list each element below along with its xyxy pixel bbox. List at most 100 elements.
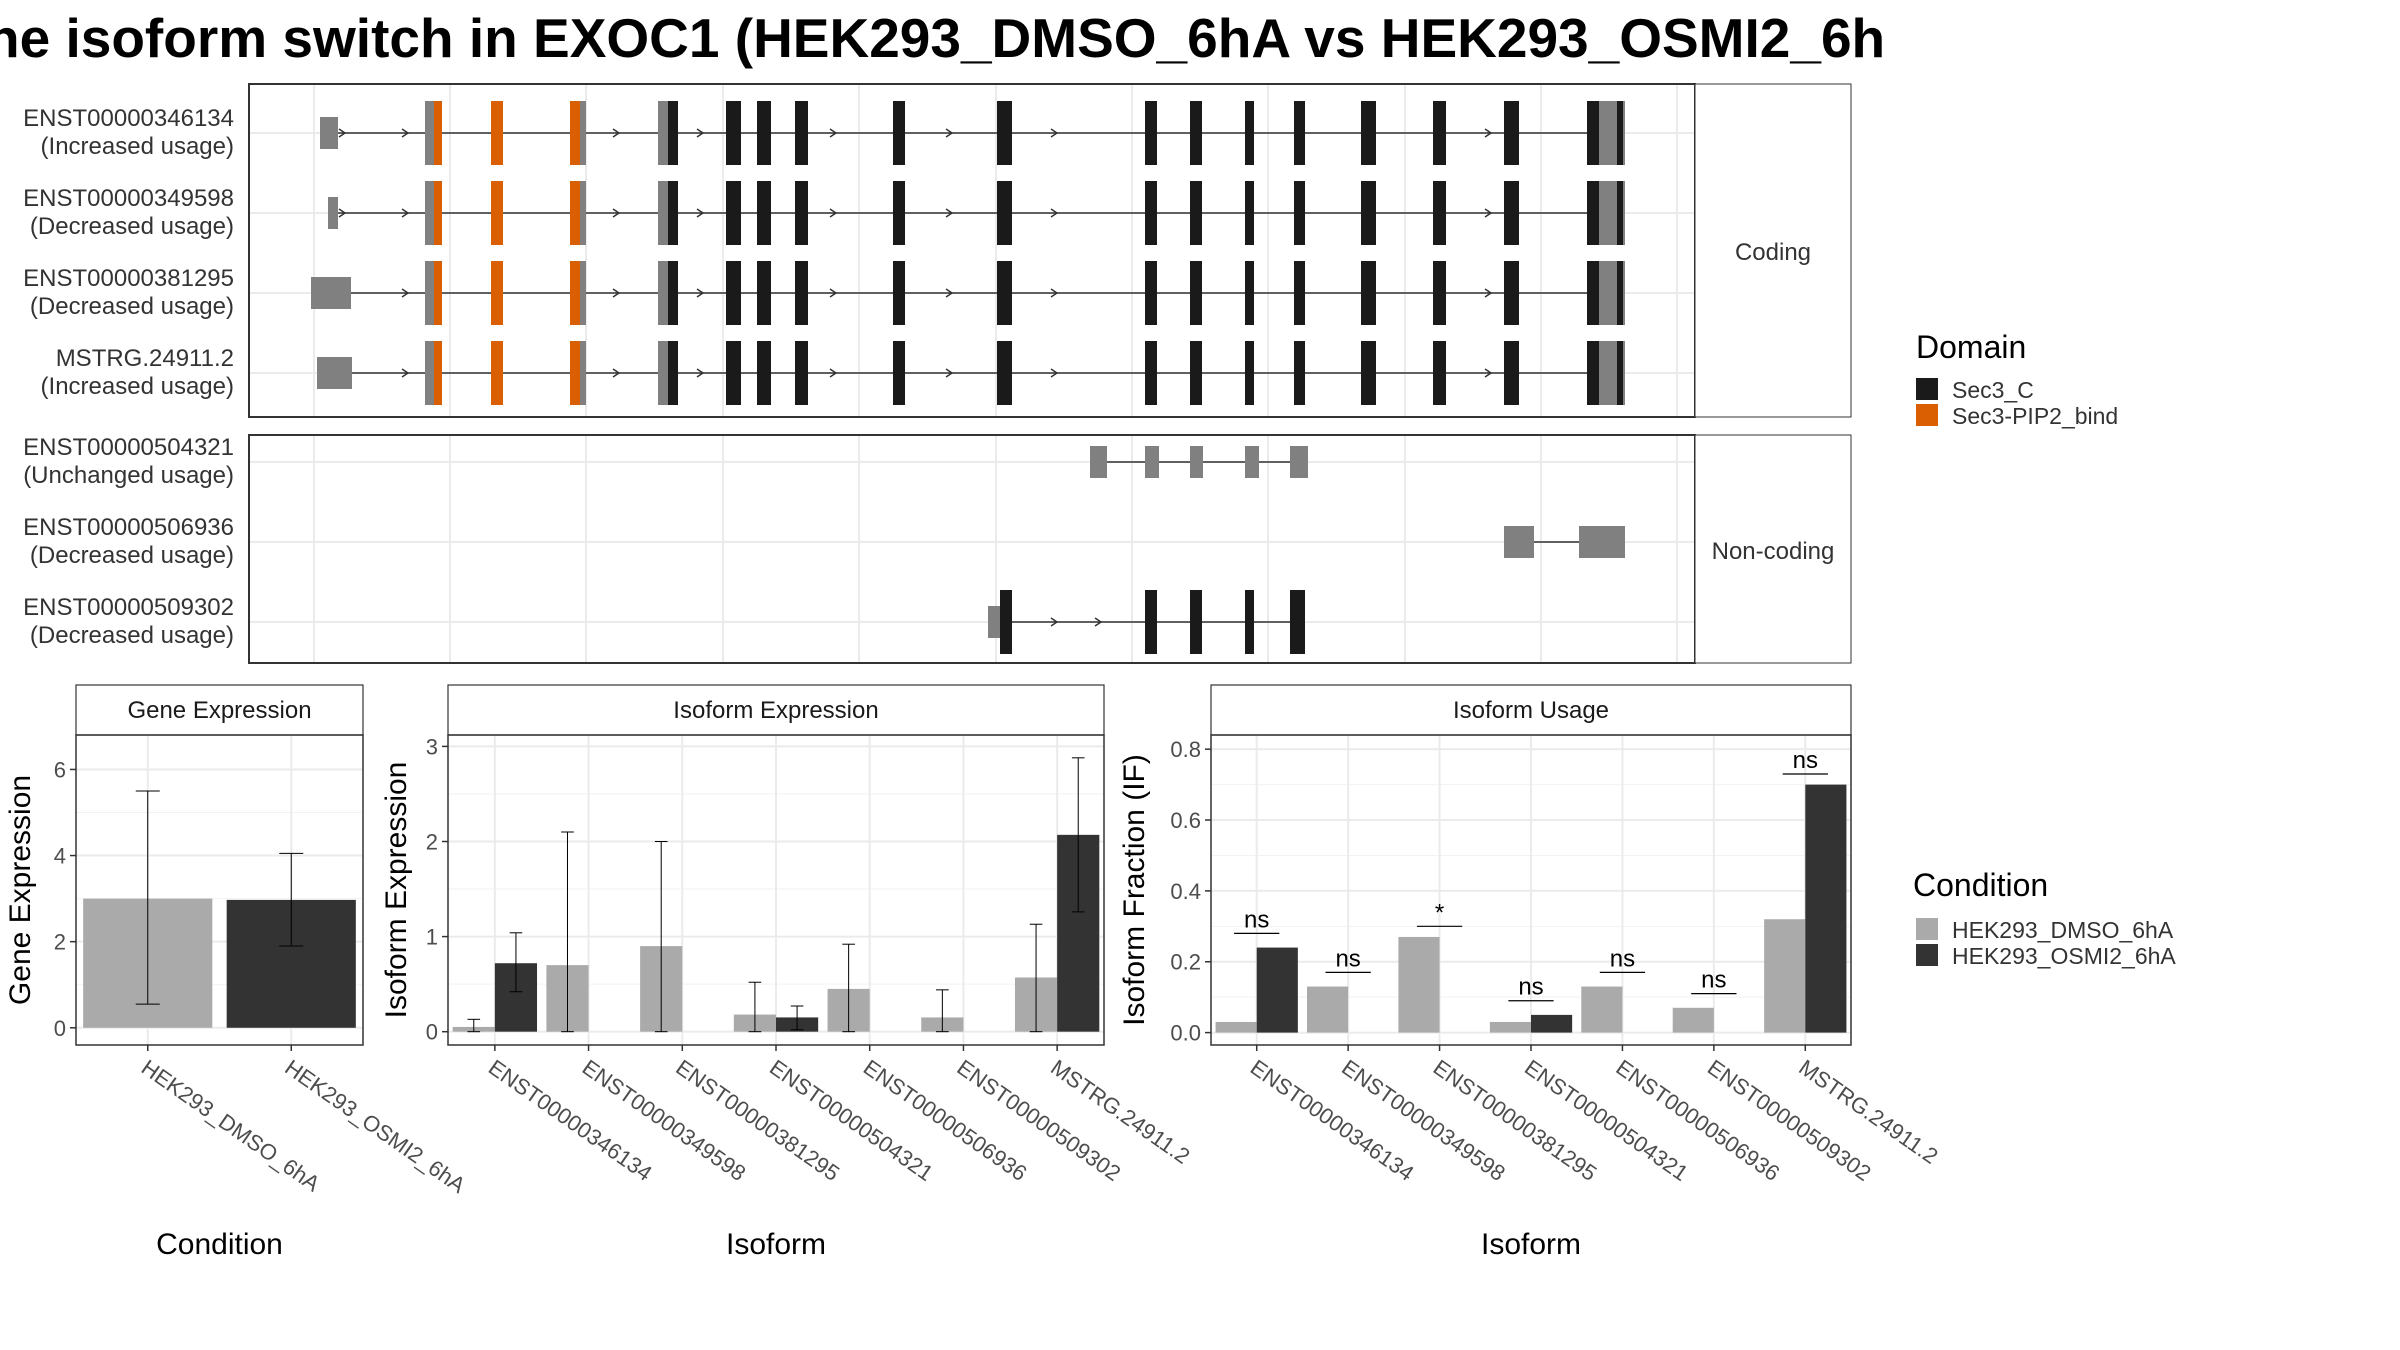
sec3-pip2-domain-exon xyxy=(570,341,580,405)
transcript-id-label: ENST00000349598 xyxy=(23,185,234,212)
sec3c-domain-exon xyxy=(1433,341,1446,405)
legend-label: Sec3_C xyxy=(1952,377,2034,403)
sec3c-domain-exon xyxy=(795,181,808,245)
intron-direction-arrow xyxy=(1484,288,1493,298)
sec3c-domain-exon xyxy=(1617,261,1623,325)
sec3-pip2-domain-exon xyxy=(434,181,442,245)
intron-direction-arrow xyxy=(945,288,954,298)
significance-label: * xyxy=(1435,899,1444,926)
panel-strip-label: Isoform Expression xyxy=(673,697,878,724)
y-axis-title: Isoform Fraction (IF) xyxy=(1118,754,1151,1026)
intron-direction-arrow xyxy=(829,208,838,218)
significance-label: ns xyxy=(1518,974,1543,1001)
y-tick-label: 0.6 xyxy=(1170,808,1201,833)
panel-strip xyxy=(447,684,1105,736)
y-tick-label: 0.0 xyxy=(1170,1021,1201,1046)
significance-label: ns xyxy=(1793,747,1818,774)
sec3c-domain-exon xyxy=(1587,261,1599,325)
sec3c-domain-exon xyxy=(893,341,905,405)
coding-transcript-tracks xyxy=(311,101,1625,405)
bar xyxy=(1489,1021,1531,1033)
intron-direction-arrow xyxy=(1050,208,1059,218)
domain-legend: Domain Sec3_C Sec3-PIP2_bind xyxy=(1916,329,2118,429)
condition-legend: Condition HEK293_DMSO_6hA HEK293_OSMI2_6… xyxy=(1913,867,2176,969)
transcript-usage-label: (Decreased usage) xyxy=(30,542,234,569)
sec3-pip2-domain-exon xyxy=(491,341,503,405)
bar xyxy=(1672,1007,1714,1033)
sec3-pip2-domain-exon xyxy=(570,101,580,165)
sec3c-domain-exon xyxy=(1190,261,1202,325)
sec3c-domain-exon xyxy=(1433,261,1446,325)
intron-direction-arrow xyxy=(612,128,621,138)
y-tick-label: 0.4 xyxy=(1170,879,1201,904)
transcript-id-label: MSTRG.24911.2 xyxy=(56,345,234,372)
intron-direction-arrow xyxy=(1050,288,1059,298)
sec3-pip2-domain-exon xyxy=(491,101,503,165)
noncoding-exon xyxy=(1145,446,1159,478)
x-tick-label: ENST00000349598 xyxy=(1337,1055,1510,1186)
intron-direction-arrow xyxy=(1050,368,1059,378)
isoform-expression-chart: Isoform Expression0123ENST00000346134ENS… xyxy=(380,684,1195,1261)
y-tick-label: 3 xyxy=(426,734,438,759)
intron-direction-arrow xyxy=(945,128,954,138)
domain-legend-title: Domain xyxy=(1916,329,2026,365)
y-tick-label: 2 xyxy=(54,930,66,955)
intron-direction-arrow xyxy=(945,208,954,218)
sec3c-domain-exon xyxy=(893,261,905,325)
sec3c-domain-exon xyxy=(1290,590,1305,654)
bar xyxy=(1531,1014,1573,1033)
sec3c-domain-exon xyxy=(1504,341,1519,405)
sec3c-domain-exon xyxy=(726,101,741,165)
sec3c-domain-exon xyxy=(668,261,678,325)
significance-label: ns xyxy=(1244,906,1269,933)
sec3c-domain-exon xyxy=(668,181,678,245)
transcript-usage-label: (Unchanged usage) xyxy=(23,462,234,489)
transcript-labels: ENST00000346134 (Increased usage) ENST00… xyxy=(23,105,234,649)
sec3c-domain-exon xyxy=(1145,261,1157,325)
noncoding-strip xyxy=(1694,434,1852,664)
sec3-pip2-domain-exon xyxy=(570,261,580,325)
x-tick-label: ENST00000509302 xyxy=(1703,1055,1876,1186)
intron-direction-arrow xyxy=(945,368,954,378)
sec3c-domain-exon xyxy=(795,101,808,165)
y-tick-label: 1 xyxy=(426,925,438,950)
legend-swatch xyxy=(1916,944,1938,966)
sec3c-domain-exon xyxy=(757,101,771,165)
panel-strip xyxy=(1210,684,1852,736)
sec3c-domain-exon xyxy=(668,101,678,165)
noncoding-exon xyxy=(1579,526,1625,558)
transcript-usage-label: (Increased usage) xyxy=(41,133,234,160)
sec3-pip2-domain-exon xyxy=(491,181,503,245)
x-tick-label: ENST00000506936 xyxy=(1612,1055,1785,1186)
sec3c-domain-exon xyxy=(726,181,741,245)
noncoding-exon xyxy=(1090,446,1107,478)
sec3-pip2-domain-exon xyxy=(491,261,503,325)
sec3-pip2-domain-exon xyxy=(570,181,580,245)
intron-direction-arrow xyxy=(696,208,705,218)
legend-swatch xyxy=(1916,378,1938,400)
utr-exon xyxy=(425,261,434,325)
sec3c-domain-exon xyxy=(726,261,741,325)
y-tick-label: 0 xyxy=(426,1020,438,1045)
sec3c-domain-exon xyxy=(1504,261,1519,325)
sec3c-domain-exon xyxy=(757,261,771,325)
sec3c-domain-exon xyxy=(997,101,1012,165)
coding-strip-label: Coding xyxy=(1735,239,1811,266)
sec3c-domain-exon xyxy=(1587,181,1599,245)
sec3c-domain-exon xyxy=(1361,261,1376,325)
utr-exon xyxy=(658,261,668,325)
y-axis-title: Gene Expression xyxy=(4,775,37,1005)
condition-legend-title: Condition xyxy=(1913,867,2048,903)
bar xyxy=(1398,936,1440,1033)
sec3c-domain-exon xyxy=(1504,181,1519,245)
sec3c-domain-exon xyxy=(1504,101,1519,165)
utr-exon xyxy=(425,101,434,165)
utr-exon xyxy=(425,341,434,405)
x-tick-label: ENST00000381295 xyxy=(1429,1055,1602,1186)
sec3c-domain-exon xyxy=(1190,590,1202,654)
x-axis-title: Isoform xyxy=(726,1228,826,1261)
sec3c-domain-exon xyxy=(1617,181,1623,245)
sec3c-domain-exon xyxy=(757,341,771,405)
significance-label: ns xyxy=(1701,967,1726,994)
noncoding-structure-panel: Non-coding xyxy=(248,434,1852,664)
